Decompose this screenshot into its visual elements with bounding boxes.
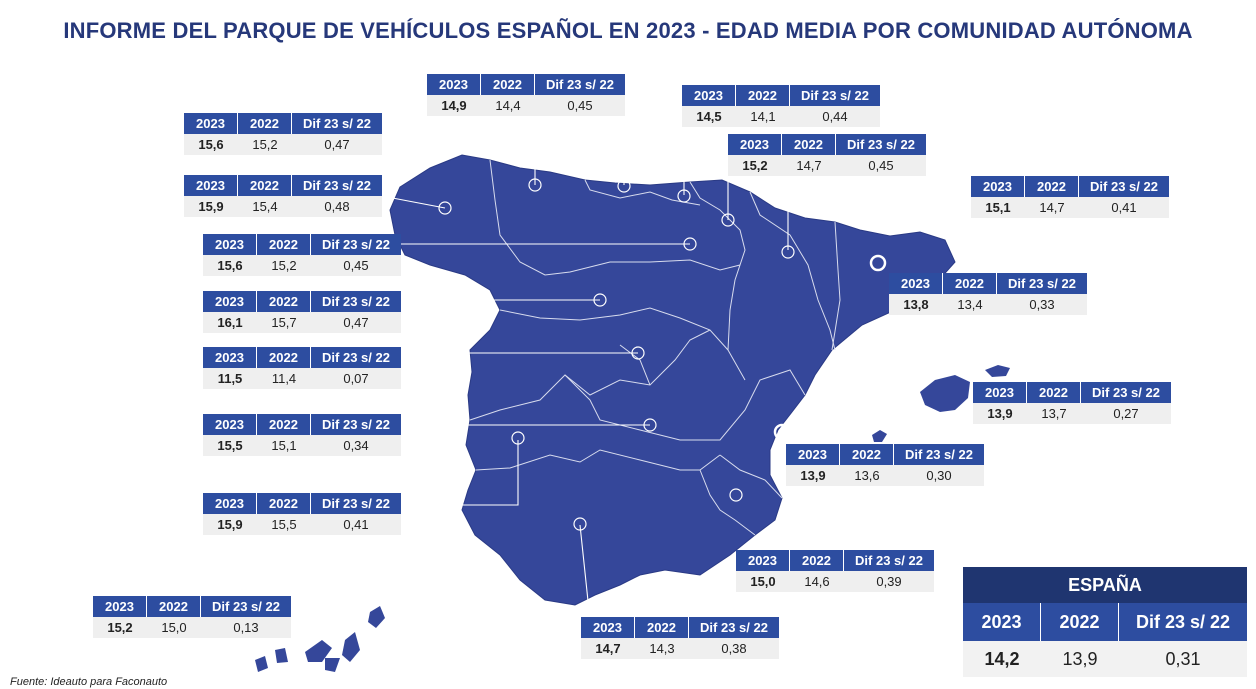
marker-cantabria xyxy=(617,179,631,193)
marker-cataluna xyxy=(869,254,887,272)
marker-aragon xyxy=(781,245,795,259)
espana-header-2023: 2023 xyxy=(963,603,1041,641)
espana-value-2023: 14,2 xyxy=(984,649,1020,669)
region-borders xyxy=(469,159,841,536)
card-asturias: 2023 2022 Dif 23 s/ 22 15,6 15,2 0,47 xyxy=(184,113,382,155)
region-markers xyxy=(289,178,795,651)
marker-castilla-mancha xyxy=(643,418,657,432)
marker-andalucia xyxy=(573,517,587,531)
marker-castilla-leon xyxy=(593,293,607,307)
marker-galicia xyxy=(438,201,452,215)
card-cataluna: 2023 2022 Dif 23 s/ 22 13,8 13,4 0,33 xyxy=(889,273,1087,315)
card-aragon: 2023 2022 Dif 23 s/ 22 15,1 14,7 0,41 xyxy=(971,176,1169,218)
marker-navarra xyxy=(721,213,735,227)
marker-asturias xyxy=(528,178,542,192)
card-castilla-la-mancha: 2023 2022 Dif 23 s/ 22 15,5 15,1 0,34 xyxy=(203,414,401,456)
ibiza xyxy=(872,430,887,442)
espana-label: ESPAÑA xyxy=(963,567,1247,603)
espana-header-2022: 2022 xyxy=(1041,603,1119,641)
canarias-3 xyxy=(305,640,332,662)
marker-canarias xyxy=(289,637,303,651)
card-pais-vasco: 2023 2022 Dif 23 s/ 22 14,5 14,1 0,44 xyxy=(682,85,880,127)
card-navarra: 2023 2022 Dif 23 s/ 22 15,2 14,7 0,45 xyxy=(728,134,926,176)
espana-value-2022: 13,9 xyxy=(1062,649,1098,669)
card-galicia: 2023 2022 Dif 23 s/ 22 15,9 15,4 0,48 xyxy=(184,175,382,217)
card-baleares: 2023 2022 Dif 23 s/ 22 13,9 13,7 0,27 xyxy=(973,382,1171,424)
marker-valencia xyxy=(773,423,791,441)
card-madrid: 2023 2022 Dif 23 s/ 22 11,5 11,4 0,07 xyxy=(203,347,401,389)
marker-madrid xyxy=(631,346,645,360)
source-note: Fuente: Ideauto para Faconauto xyxy=(10,676,168,688)
marker-murcia xyxy=(729,488,743,502)
menorca xyxy=(985,365,1010,377)
canarias-2 xyxy=(342,632,360,662)
canarias-1 xyxy=(368,606,385,628)
espana-header-dif: Dif 23 s/ 22 xyxy=(1135,612,1231,632)
card-murcia: 2023 2022 Dif 23 s/ 22 15,0 14,6 0,39 xyxy=(736,550,934,592)
card-castilla-leon: 2023 2022 Dif 23 s/ 22 16,1 15,7 0,47 xyxy=(203,291,401,333)
card-extremadura: 2023 2022 Dif 23 s/ 22 15,9 15,5 0,41 xyxy=(203,493,401,535)
card-cantabria: 2023 2022 Dif 23 s/ 22 14,9 14,4 0,45 xyxy=(427,74,625,116)
region-markers-bold xyxy=(773,254,887,441)
card-andalucia: 2023 2022 Dif 23 s/ 22 14,7 14,3 0,38 xyxy=(581,617,779,659)
canarias-4 xyxy=(325,658,340,672)
espana-value-dif: 0,31 xyxy=(1165,649,1201,669)
marker-extremadura xyxy=(511,431,525,445)
espana-summary-table: ESPAÑA 2023 2022 Dif 23 s/ 22 14,2 13,9 … xyxy=(963,567,1247,677)
canarias-6 xyxy=(275,648,288,663)
card-la-rioja: 2023 2022 Dif 23 s/ 22 15,6 15,2 0,45 xyxy=(203,234,401,276)
mallorca xyxy=(920,375,970,412)
marker-pais-vasco xyxy=(677,189,691,203)
page-title: INFORME DEL PARQUE DE VEHÍCULOS ESPAÑOL … xyxy=(63,18,1193,43)
card-comunidad-valenciana: 2023 2022 Dif 23 s/ 22 13,9 13,6 0,30 xyxy=(786,444,984,486)
canarias-5 xyxy=(255,656,268,672)
mainland-spain xyxy=(389,154,956,606)
card-canarias: 2023 2022 Dif 23 s/ 22 15,2 15,0 0,13 xyxy=(93,596,291,638)
marker-rioja xyxy=(683,237,697,251)
